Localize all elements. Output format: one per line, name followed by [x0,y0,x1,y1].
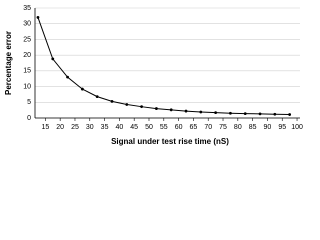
data-point [36,16,40,19]
x-tick-label: 85 [249,124,257,131]
x-tick-label: 50 [145,124,153,131]
y-axis-title: Percentage error [4,31,13,95]
x-axis-title: Signal under test rise time (nS) [111,137,229,146]
data-point [288,113,292,116]
data-point [80,87,84,91]
chart: Signal under test rise time (nS) Percent… [4,5,303,146]
data-point [243,112,247,115]
data-point [140,105,143,109]
y-tick-label: 10 [23,83,31,90]
data-line [37,17,290,116]
x-tick-label: 55 [160,124,168,131]
data-point [125,103,129,106]
y-tick-label: 15 [23,68,31,75]
x-tick-label: 15 [41,124,49,131]
x-tick-label: 35 [101,124,109,131]
x-tick-label: 90 [264,124,272,131]
y-tick-label: 25 [23,36,31,43]
x-tick-label: 25 [71,124,79,131]
data-point [66,75,69,79]
data-point [258,112,262,116]
data-point [154,107,158,110]
x-tick-label: 80 [234,124,242,131]
y-tick-label: 35 [23,5,31,12]
x-tick-label: 40 [115,124,123,131]
y-tick-label: 20 [23,52,31,59]
x-tick-label: 75 [219,124,227,131]
x-tick-label: 100 [291,124,303,131]
y-tick-label: 30 [23,21,31,28]
x-tick-label: 45 [130,124,138,131]
y-tick-label: 0 [27,115,31,122]
x-tick-label: 30 [86,124,94,131]
x-tick-label: 60 [175,124,183,131]
x-tick-label: 20 [56,124,64,131]
data-point [214,111,218,115]
data-point [229,111,232,115]
data-point [169,108,173,112]
x-tick-label: 95 [278,124,286,131]
x-tick-label: 65 [190,124,198,131]
y-tick-label: 5 [27,99,31,106]
data-point [273,112,277,116]
data-point [51,57,55,61]
data-point [110,99,114,103]
data-point [95,95,99,99]
x-tick-label: 70 [204,124,212,131]
data-point [199,110,203,114]
data-point [184,109,188,113]
